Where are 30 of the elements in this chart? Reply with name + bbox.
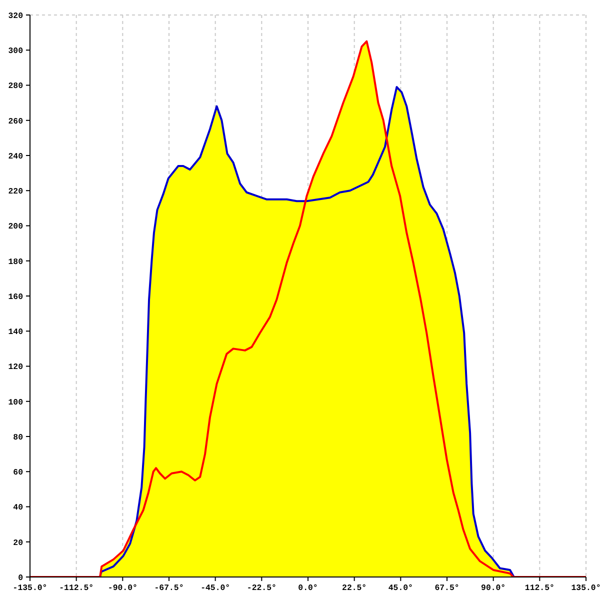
y-tick-label: 0: [18, 574, 24, 583]
y-tick-label: 160: [8, 292, 24, 302]
y-tick-label: 100: [8, 398, 24, 408]
y-tick-label: 60: [13, 468, 24, 478]
x-tick-label: 0.0°: [298, 584, 318, 593]
y-tick-label: 40: [13, 504, 24, 513]
y-tick-label: 140: [8, 328, 24, 338]
x-tick-label: 45.0°: [388, 584, 413, 593]
y-tick-label: 280: [8, 82, 24, 92]
x-tick-label: 90.0°: [481, 584, 506, 593]
x-tick-label: -45.0°: [200, 584, 230, 593]
x-tick-label: 22.5°: [342, 584, 367, 593]
y-tick-label: 80: [13, 433, 24, 442]
x-tick-label: -90.0°: [108, 584, 138, 593]
x-tick-label: 135.0°: [571, 584, 600, 593]
x-tick-label: -135.0°: [12, 584, 48, 593]
x-tick-label: 67.5°: [434, 584, 460, 593]
y-tick-label: 220: [8, 188, 24, 197]
y-tick-label: 120: [8, 363, 24, 372]
x-tick-label: -22.5°: [246, 584, 276, 593]
y-tick-label: 320: [8, 12, 24, 21]
y-tick-label: 20: [13, 538, 24, 548]
x-tick-label: -112.5°: [59, 584, 94, 593]
y-tick-label: 300: [8, 47, 24, 56]
y-tick-label: 180: [8, 258, 24, 267]
y-tick-label: 240: [8, 152, 24, 162]
x-tick-label: 112.5°: [524, 584, 554, 593]
y-tick-label: 260: [8, 117, 24, 126]
y-tick-label: 200: [8, 222, 24, 232]
x-tick-label: -67.5°: [154, 584, 184, 593]
